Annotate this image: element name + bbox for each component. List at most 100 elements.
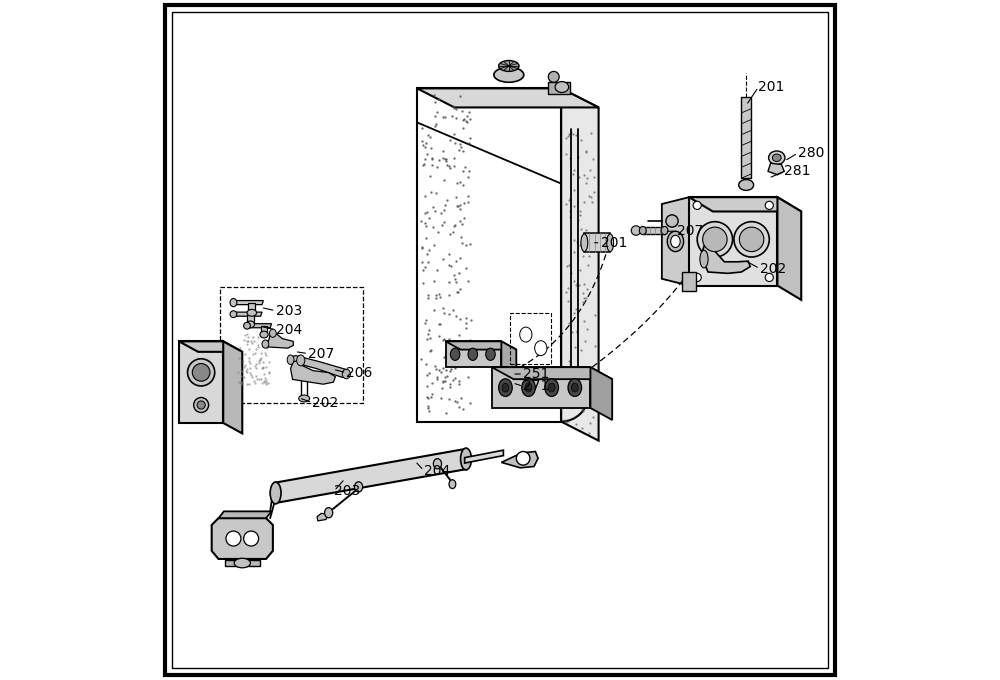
- Point: [574, 404, 590, 415]
- Point: [566, 275, 582, 286]
- Point: [423, 392, 439, 403]
- Point: [420, 130, 436, 141]
- Polygon shape: [689, 197, 777, 286]
- Point: [417, 261, 433, 272]
- Point: [239, 328, 255, 339]
- Point: [234, 376, 250, 387]
- Point: [438, 364, 454, 375]
- Point: [442, 163, 458, 173]
- Polygon shape: [291, 360, 335, 384]
- Ellipse shape: [639, 226, 646, 235]
- Ellipse shape: [769, 151, 785, 165]
- Ellipse shape: [667, 231, 684, 252]
- Point: [578, 292, 594, 303]
- Point: [431, 319, 447, 330]
- Point: [460, 190, 476, 201]
- Point: [579, 284, 595, 294]
- Point: [563, 267, 579, 278]
- Point: [237, 330, 253, 341]
- Point: [566, 184, 582, 195]
- Point: [424, 152, 440, 163]
- Point: [565, 386, 581, 397]
- Point: [569, 277, 585, 288]
- Point: [245, 348, 261, 359]
- Polygon shape: [446, 341, 516, 350]
- Text: 207: 207: [677, 224, 703, 238]
- Point: [436, 352, 452, 362]
- Ellipse shape: [548, 71, 559, 82]
- Ellipse shape: [197, 401, 205, 409]
- Point: [428, 290, 444, 301]
- Point: [423, 186, 439, 197]
- Polygon shape: [223, 341, 242, 433]
- Ellipse shape: [581, 234, 588, 252]
- Point: [452, 216, 468, 226]
- Point: [561, 129, 577, 139]
- Point: [441, 394, 457, 405]
- Polygon shape: [417, 88, 599, 107]
- Polygon shape: [501, 452, 538, 468]
- Point: [562, 358, 578, 369]
- Point: [415, 264, 431, 275]
- Polygon shape: [777, 197, 801, 300]
- Point: [241, 353, 257, 364]
- Point: [241, 343, 257, 354]
- Point: [453, 232, 469, 243]
- Point: [442, 228, 458, 239]
- Point: [414, 135, 430, 146]
- Point: [454, 219, 470, 230]
- Point: [415, 140, 431, 151]
- Point: [443, 260, 459, 271]
- Point: [462, 114, 478, 124]
- Point: [441, 309, 457, 320]
- Point: [571, 171, 587, 182]
- Ellipse shape: [535, 341, 547, 356]
- Point: [441, 276, 457, 287]
- Point: [261, 357, 277, 368]
- Point: [576, 236, 592, 247]
- Ellipse shape: [697, 222, 733, 257]
- Polygon shape: [501, 341, 516, 375]
- Point: [451, 375, 467, 386]
- Point: [569, 326, 585, 337]
- Ellipse shape: [260, 331, 268, 338]
- Text: 206: 206: [346, 366, 373, 379]
- Point: [452, 176, 468, 187]
- Ellipse shape: [734, 222, 769, 257]
- Polygon shape: [247, 324, 272, 328]
- Polygon shape: [212, 518, 273, 559]
- Point: [250, 339, 266, 350]
- Point: [557, 415, 573, 426]
- Point: [461, 137, 477, 148]
- Point: [438, 407, 454, 418]
- Point: [255, 362, 271, 373]
- Point: [451, 379, 467, 390]
- Point: [448, 256, 464, 267]
- Point: [431, 288, 447, 299]
- Point: [435, 253, 451, 264]
- Point: [431, 364, 447, 375]
- Point: [567, 341, 583, 352]
- Ellipse shape: [297, 355, 305, 366]
- Point: [415, 277, 431, 288]
- Point: [258, 376, 274, 387]
- Point: [442, 134, 458, 145]
- Point: [565, 169, 581, 180]
- Point: [462, 238, 478, 249]
- Point: [462, 398, 478, 409]
- Point: [250, 342, 266, 353]
- Point: [422, 346, 438, 357]
- Point: [414, 242, 430, 253]
- Point: [570, 152, 586, 163]
- Point: [250, 332, 266, 343]
- Ellipse shape: [693, 273, 701, 282]
- Point: [433, 208, 449, 219]
- Point: [585, 412, 601, 423]
- Ellipse shape: [269, 329, 276, 337]
- Point: [436, 205, 452, 216]
- Point: [234, 365, 250, 376]
- Point: [245, 331, 261, 342]
- Polygon shape: [682, 272, 696, 291]
- Polygon shape: [561, 88, 599, 441]
- Polygon shape: [225, 560, 260, 566]
